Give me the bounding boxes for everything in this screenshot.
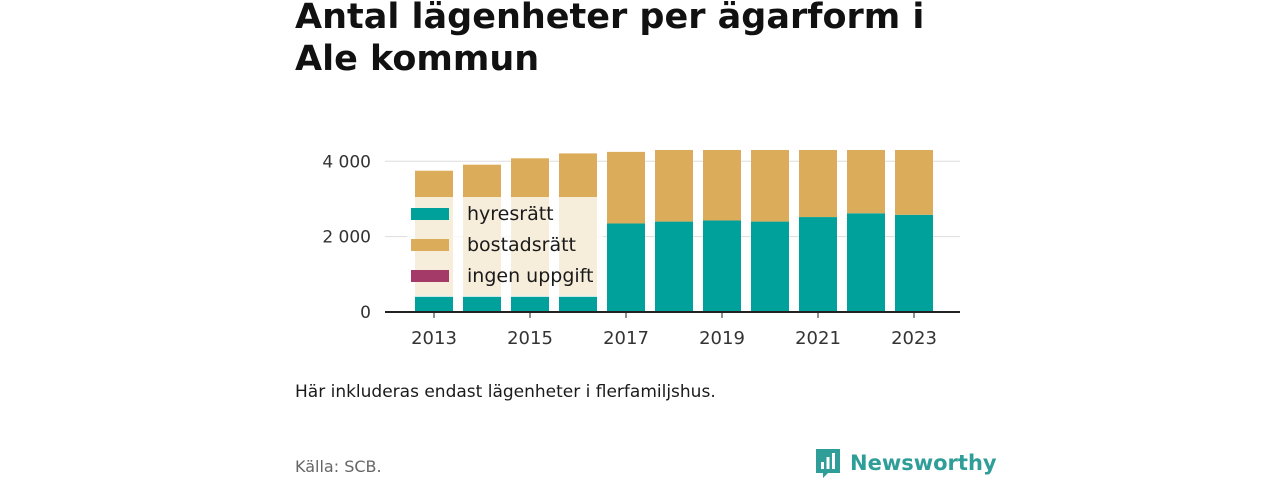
bar-hyresr-tt-2022 (847, 213, 885, 312)
bar-bostadsr-tt-2022 (847, 150, 885, 214)
bar-hyresr-tt-2018 (655, 221, 693, 312)
legend-swatch (411, 208, 449, 220)
legend-swatch (411, 270, 449, 282)
bar-bostadsr-tt-2018 (655, 150, 693, 222)
bar-hyresr-tt-2015 (511, 295, 549, 312)
bar-hyresr-tt-2013 (415, 295, 453, 312)
chart-area: 0 2 000 4 000 hyresrätt bostadsrätt ingen upp… (295, 150, 995, 360)
bar-bostadsr-tt-2017 (607, 151, 645, 224)
legend-label: hyresrätt (467, 203, 554, 225)
x-tick-label: 2013 (411, 328, 457, 349)
bar-hyresr-tt-2020 (751, 221, 789, 312)
x-tick-label: 2021 (795, 328, 841, 349)
bar-hyresr-tt-2017 (607, 223, 645, 312)
stacked-bar-chart: 0 2 000 4 000 hyresrätt bostadsrätt ingen upp… (322, 150, 960, 349)
bar-hyresr-tt-2021 (799, 217, 837, 312)
chart-card: Antal lägenheter per ägarform i Ale komm… (295, 0, 997, 480)
newsworthy-logo-icon (816, 449, 840, 478)
y-tick-label: 0 (360, 303, 371, 323)
x-tick-label: 2017 (603, 328, 649, 349)
bar-bostadsr-tt-2021 (799, 150, 837, 218)
y-tick-label: 4 000 (322, 152, 371, 172)
x-tick-label: 2015 (507, 328, 553, 349)
legend-label: ingen uppgift (467, 265, 593, 287)
bar-hyresr-tt-2014 (463, 295, 501, 312)
chart-note: Här inkluderas endast lägenheter i flerf… (295, 382, 716, 402)
x-tick-label: 2019 (699, 328, 745, 349)
bar-hyresr-tt-2019 (703, 220, 741, 312)
x-tick-label: 2023 (891, 328, 937, 349)
bar-bostadsr-tt-2023 (895, 150, 933, 215)
legend-label: bostadsrätt (467, 234, 576, 256)
newsworthy-brand: Newsworthy (814, 447, 997, 479)
bar-hyresr-tt-2016 (559, 295, 597, 312)
source-text: Källa: SCB. (295, 457, 382, 476)
bar-hyresr-tt-2023 (895, 214, 933, 312)
bar-bostadsr-tt-2019 (703, 150, 741, 221)
chart-title: Antal lägenheter per ägarform i Ale komm… (295, 0, 925, 79)
bar-bostadsr-tt-2020 (751, 150, 789, 222)
legend: hyresrätt bostadsrätt ingen uppgift (407, 197, 603, 297)
y-tick-label: 2 000 (322, 228, 371, 248)
legend-swatch (411, 239, 449, 251)
brand-name: Newsworthy (850, 451, 997, 475)
